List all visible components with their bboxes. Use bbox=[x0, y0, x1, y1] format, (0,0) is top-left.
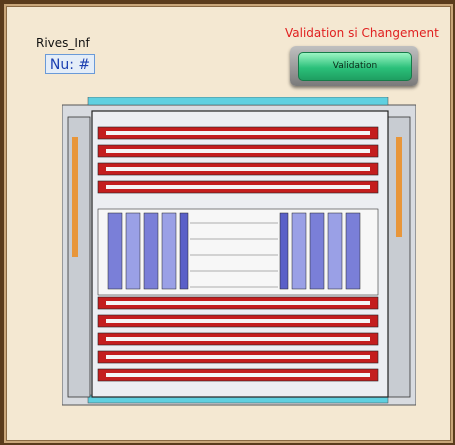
page-title: Rives_Inf bbox=[36, 36, 90, 50]
left-orange-strip bbox=[72, 137, 78, 257]
middle-lines bbox=[190, 222, 278, 288]
bottom-red-bars bbox=[97, 296, 379, 382]
right-orange-strip bbox=[396, 137, 402, 237]
left-blue-blocks bbox=[107, 212, 189, 290]
validation-button-frame: Validation bbox=[290, 46, 418, 86]
right-blue-blocks bbox=[279, 212, 361, 290]
nu-indicator: Nu: # bbox=[45, 54, 95, 74]
top-cyan-edge bbox=[87, 97, 389, 106]
validation-heading: Validation si Changement bbox=[285, 26, 439, 40]
left-rail bbox=[67, 116, 91, 398]
top-red-bars bbox=[97, 126, 379, 194]
validation-button[interactable]: Validation bbox=[298, 52, 412, 81]
machine-drawing bbox=[62, 97, 416, 406]
